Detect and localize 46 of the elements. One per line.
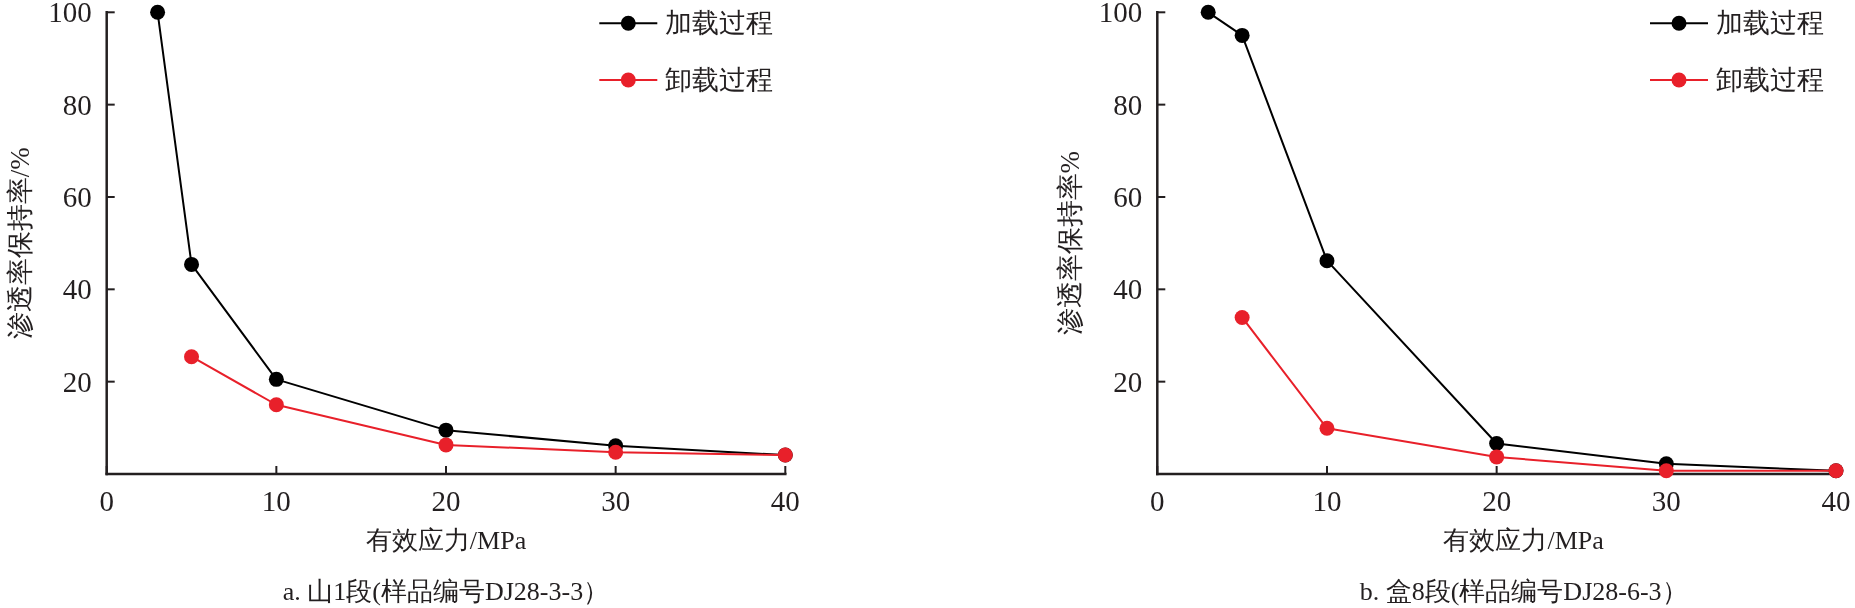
y-axis-title: 渗透率保持率/%: [4, 147, 35, 340]
x-tick-label: 10: [1312, 485, 1342, 517]
legend-label: 卸载过程: [665, 65, 774, 95]
x-tick-label: 0: [99, 485, 114, 517]
legend-label: 加载过程: [1716, 8, 1824, 39]
point: [184, 349, 200, 365]
point: [608, 444, 624, 460]
x-tick-label: 0: [1150, 485, 1165, 517]
point: [150, 4, 166, 20]
point: [1489, 436, 1505, 452]
x-tick-label: 20: [431, 485, 461, 517]
x-tick-label: 40: [770, 485, 800, 517]
point: [184, 256, 200, 272]
y-tick-label: 60: [62, 180, 92, 213]
text: a. 山1段(样品编号DJ28-3-3）: [282, 577, 610, 606]
x-tick-label: 10: [261, 485, 291, 517]
x-tick-label: 30: [1651, 485, 1681, 517]
point: [1234, 309, 1250, 325]
x-axis-title: 有效应力/MPa: [365, 526, 527, 555]
point: [268, 371, 284, 387]
y-tick-label: 40: [1113, 273, 1143, 306]
x-axis-title: 有效应力/MPa: [1443, 526, 1605, 555]
y-tick-label: 80: [1113, 88, 1143, 121]
x-tick-label: 30: [601, 485, 631, 517]
point: [1319, 420, 1335, 436]
y-tick-label: 60: [1113, 180, 1143, 213]
text: b. 盒8段(样品编号DJ28-6-3）: [1359, 577, 1688, 606]
legend-label: 加载过程: [665, 8, 774, 39]
point: [1319, 253, 1335, 269]
legend-label: 卸载过程: [1716, 65, 1824, 95]
point: [438, 422, 454, 438]
y-tick-label: 40: [62, 273, 92, 306]
x-tick-label: 40: [1821, 485, 1851, 517]
point: [438, 437, 454, 453]
y-tick-label: 100: [48, 0, 92, 29]
x-tick-label: 20: [1482, 485, 1512, 517]
point: [1489, 449, 1505, 465]
point: [1234, 27, 1250, 43]
y-tick-label: 20: [1113, 365, 1143, 398]
y-tick-label: 80: [62, 88, 92, 121]
y-tick-label: 20: [62, 365, 92, 398]
point: [268, 397, 284, 413]
point: [1200, 4, 1216, 20]
y-axis-title: 渗透率保持率%: [1055, 150, 1086, 336]
point: [1658, 463, 1674, 479]
y-tick-label: 100: [1098, 0, 1143, 29]
